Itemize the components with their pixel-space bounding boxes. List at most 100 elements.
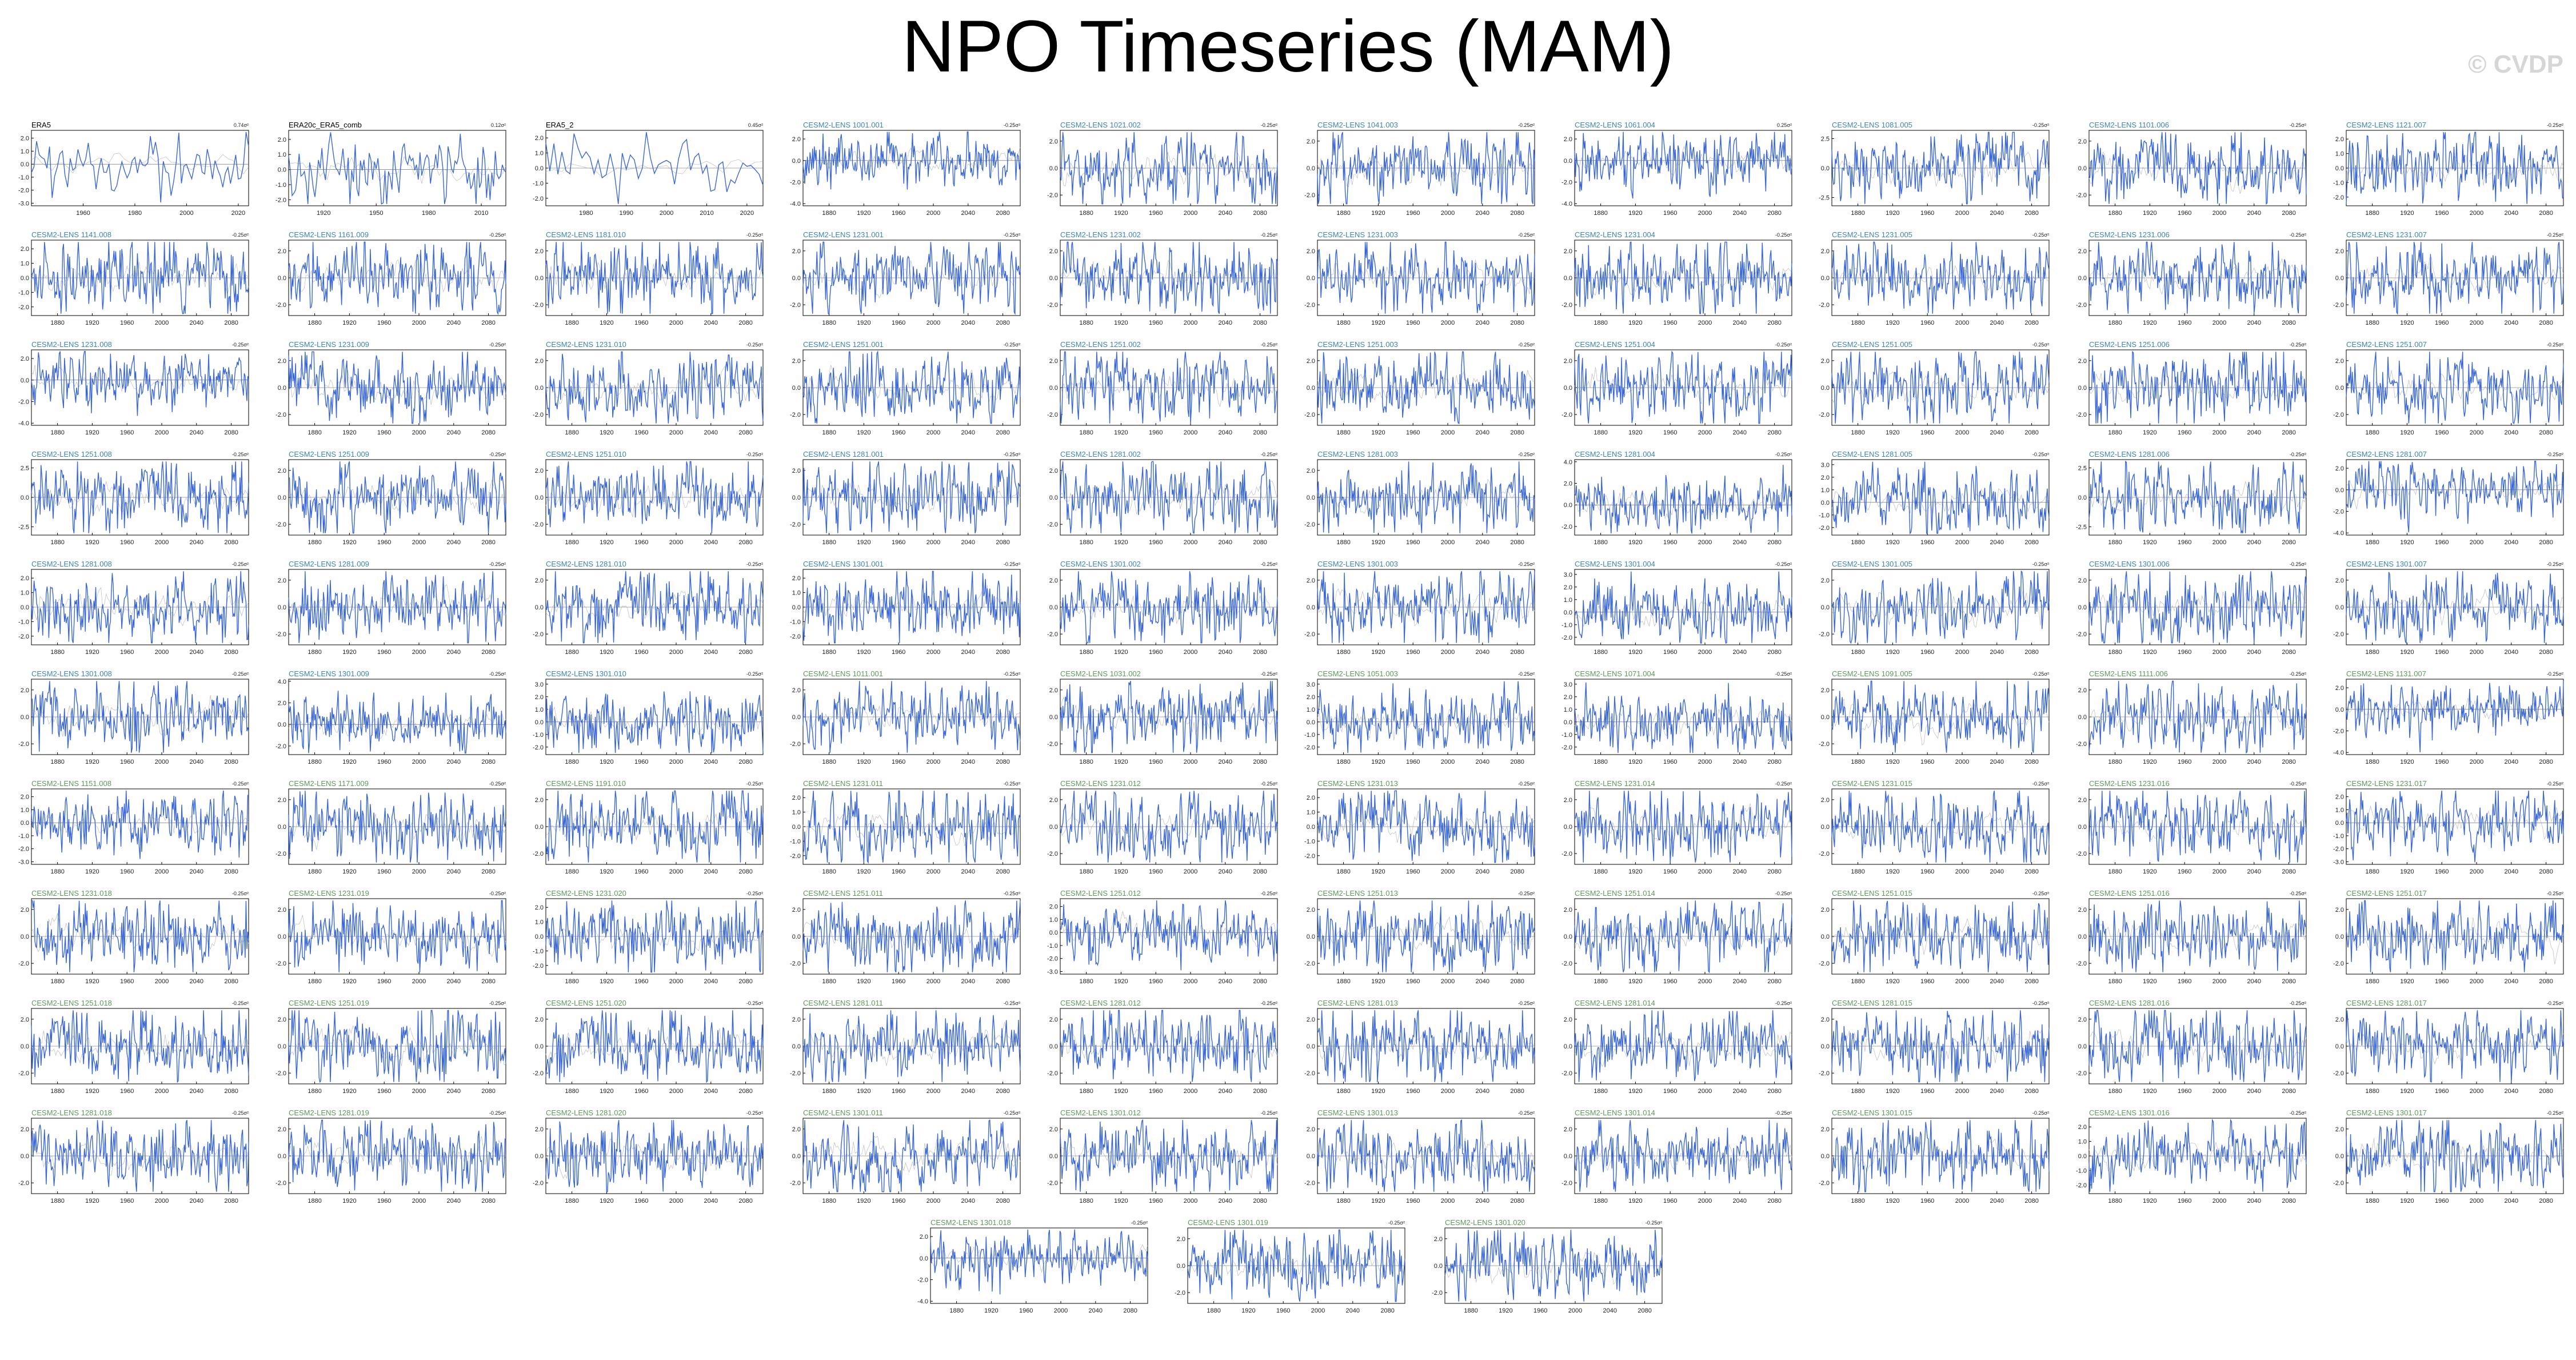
y-tick-label: -1.0 [790,838,801,845]
x-tick-label: 1920 [2400,539,2414,546]
y-tick-label: -2.0 [917,1277,928,1284]
ensemble-trace [545,261,764,293]
y-tick-label: -2.0 [1561,524,1572,531]
panel-title: CESM2-LENS 1281.019 [289,1108,369,1117]
npo-series-line [1060,791,1278,863]
x-tick-label: 2040 [190,1198,203,1205]
y-tick-label: -1.0 [1304,732,1315,739]
npo-series-line [1574,900,1792,974]
x-tick-label: 1960 [1406,429,1420,436]
panel-variance-label: -0.25σ² [489,671,506,677]
y-tick-label: -2.0 [533,1070,544,1077]
y-tick-label: 4.0 [278,679,286,685]
y-tick-label: -4.0 [917,1298,928,1305]
x-tick-label: 2000 [926,210,940,217]
y-tick-label: 2.0 [2335,1126,2344,1133]
npo-series-line [2088,241,2307,314]
npo-panel: CESM2-LENS 1141.008 -0.25σ² 2.0 1.0 0.0 -1.0-… [18,229,283,337]
y-tick-label: 0.0 [2335,934,2344,940]
panel-variance-label: -0.25σ² [232,452,249,457]
npo-series-line [31,131,249,203]
x-tick-label: 2040 [190,978,203,985]
x-tick-label: 2040 [1219,759,1232,765]
npo-panel: CESM2-LENS 1251.004 -0.25σ² 2.0 0.0 -2.0 1880… [1561,338,1826,447]
panel-variance-label: -0.25σ² [2547,671,2563,677]
x-tick-label: 2040 [2505,1198,2518,1205]
x-tick-label: 1880 [822,759,836,765]
x-tick-label: 2040 [190,539,203,546]
npo-panel-chart: CESM2-LENS 1231.010 -0.25σ²2.00.0-2.01880… [533,340,764,436]
x-tick-label: 2080 [2539,978,2553,985]
y-tick-label: -2.0 [2333,509,2344,516]
x-tick-label: 1880 [565,868,578,875]
y-tick-label: -2.0 [1047,741,1058,748]
y-tick-label: -2.0 [1304,192,1315,199]
x-tick-label: 1960 [377,320,391,326]
npo-series-line [1317,900,1535,972]
y-tick-label: 2.0 [278,358,286,365]
x-tick-label: 1880 [565,1088,578,1095]
panel-variance-label: -0.25σ² [2547,891,2563,896]
x-tick-label: 1880 [1336,1088,1350,1095]
y-tick-label: 2.0 [535,1126,544,1133]
npo-series-line [1831,900,2050,972]
x-tick-label: 2040 [704,978,718,985]
y-tick-label: 2.0 [1307,138,1315,145]
npo-series-line [288,900,506,972]
y-tick-label: -2.0 [18,399,29,406]
npo-panel-chart: CESM2-LENS 1281.005 -0.25σ²3.02.01.00.0-1… [1819,450,2050,546]
x-tick-label: 1880 [50,759,64,765]
ensemble-trace [1317,588,1535,627]
x-tick-label: 1880 [2108,978,2122,985]
x-tick-label: 1920 [1628,978,1642,985]
panel-title: CESM2-LENS 1231.002 [1060,230,1141,239]
y-tick-label: 2.0 [278,907,286,914]
panel-title: CESM2-LENS 1251.006 [2089,340,2170,349]
npo-panel: CESM2-LENS 1111.006 -0.25σ² 2.0 0.0 -2.0 1880… [2076,668,2341,776]
npo-series-line [545,900,764,973]
panel-variance-label: -0.25σ² [489,781,506,787]
ensemble-trace [1060,374,1278,408]
x-tick-label: 2040 [447,539,461,546]
x-tick-label: 2000 [1955,320,1969,326]
x-tick-label: 2080 [738,1198,752,1205]
x-tick-label: 2000 [1955,978,1969,985]
npo-panel-chart: CESM2-LENS 1231.006 -0.25σ²2.00.0-2.01880… [2076,230,2307,326]
x-tick-label: 2000 [2212,1198,2226,1205]
x-tick-label: 2080 [481,429,495,436]
y-tick-label: -2.0 [1175,1290,1185,1297]
npo-series-line [1831,570,2050,644]
npo-panel-chart: CESM2-LENS 1251.015 -0.25σ²2.00.0-2.01880… [1819,889,2050,985]
x-tick-label: 1920 [2400,759,2414,765]
y-tick-label: 2.0 [792,687,801,694]
npo-series-line [545,242,764,314]
ensemble-trace [1574,920,1792,954]
x-tick-label: 1880 [1079,320,1093,326]
y-tick-label: -2.0 [2076,960,2087,967]
x-tick-label: 1920 [2143,759,2156,765]
x-tick-label: 1960 [2178,868,2191,875]
npo-panel-chart: CESM2-LENS 1231.005 -0.25σ²2.00.0-2.01880… [1819,230,2050,326]
y-tick-label: 2.0 [21,687,29,694]
x-tick-label: 2040 [1219,649,1232,656]
x-tick-label: 2000 [2470,868,2483,875]
panel-title: CESM2-LENS 1231.007 [2346,230,2427,239]
x-tick-label: 1880 [2108,429,2122,436]
npo-panel-chart: CESM2-LENS 1191.010 -0.25σ²2.00.0-2.01880… [533,779,764,875]
panel-title: CESM2-LENS 1041.003 [1317,121,1398,129]
npo-series-line [1187,1229,1405,1302]
panel-variance-label: -0.25σ² [746,1110,763,1116]
y-tick-label: 1.0 [792,590,801,597]
x-tick-label: 2040 [1476,429,1489,436]
npo-series-line [802,131,1021,190]
y-tick-label: 0.0 [792,604,801,611]
y-tick-label: -1.0 [533,180,544,187]
x-tick-label: 1960 [1276,1307,1290,1314]
y-tick-label: -2.0 [2333,1180,2344,1187]
npo-panel: CESM2-LENS 1231.018 -0.25σ² 2.0 0.0 -2.0 1880… [18,887,283,996]
x-tick-label: 2000 [2212,978,2226,985]
y-tick-label: -2.0 [275,960,286,967]
x-tick-label: 2080 [224,429,238,436]
x-tick-label: 1920 [85,1198,99,1205]
